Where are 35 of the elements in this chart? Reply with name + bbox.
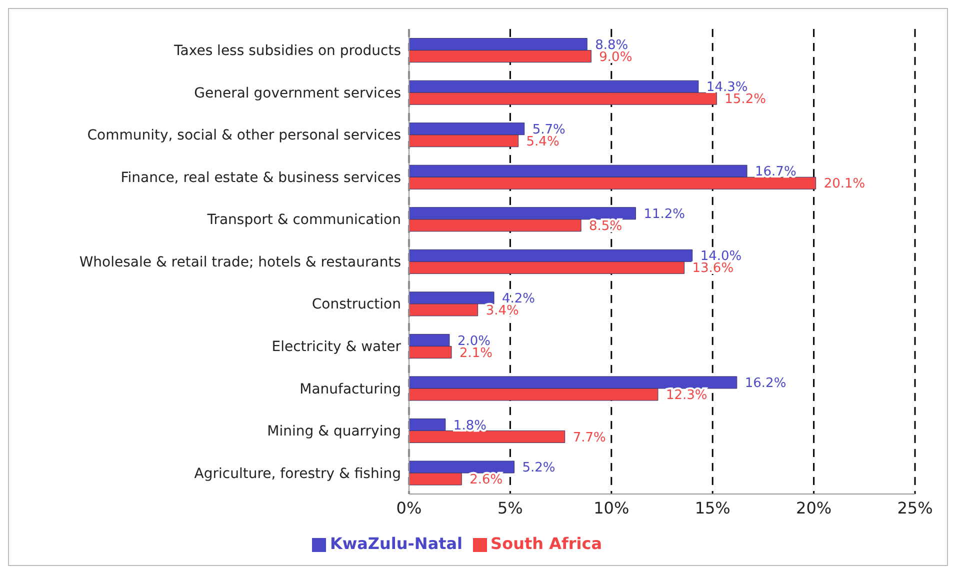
legend-label: South Africa (490, 534, 602, 553)
data-label: 5.2% (522, 460, 556, 476)
y-tick-label: Construction (312, 296, 401, 313)
data-label: 13.6% (692, 261, 734, 276)
data-label: 3.4% (486, 303, 519, 318)
y-tick-label: Manufacturing (300, 381, 401, 398)
data-label: 1.8% (453, 418, 486, 434)
y-tick-label: Agriculture, forestry & fishing (194, 466, 401, 482)
x-tick-label: 0% (396, 498, 422, 518)
data-label: 9.0% (599, 50, 632, 65)
y-tick-label: Mining & quarrying (267, 424, 401, 440)
x-tick-label: 10% (594, 498, 630, 518)
y-tick-label: Electricity & water (272, 339, 402, 356)
x-tick-label: 25% (897, 498, 933, 518)
data-label: 20.1% (824, 176, 866, 192)
x-tick-label: 5% (498, 498, 523, 518)
x-tick-label: 15% (694, 498, 730, 518)
data-label: 16.7% (755, 164, 796, 180)
y-tick-label: Community, social & other personal services (87, 128, 401, 144)
y-tick-label: Finance, real estate & business services (120, 170, 401, 186)
data-label: 16.2% (744, 376, 786, 392)
y-tick-label: Taxes less subsidies on products (173, 43, 401, 60)
legend-label: KwaZulu-Natal (330, 534, 463, 553)
data-label: 2.6% (470, 472, 503, 488)
data-label: 12.3% (666, 388, 708, 404)
data-label: 2.1% (460, 346, 493, 361)
x-tick-label: 20% (796, 498, 832, 518)
data-label: 5.4% (526, 134, 560, 150)
data-label: 11.2% (644, 206, 685, 222)
data-label: 8.5% (589, 218, 622, 234)
y-tick-label: General government services (194, 85, 401, 102)
data-label: 7.7% (572, 430, 606, 446)
y-tick-label: Transport & communication (206, 212, 401, 228)
data-label: 15.2% (724, 92, 766, 108)
y-tick-label: Wholesale & retail trade; hotels & restaurants (79, 254, 401, 270)
